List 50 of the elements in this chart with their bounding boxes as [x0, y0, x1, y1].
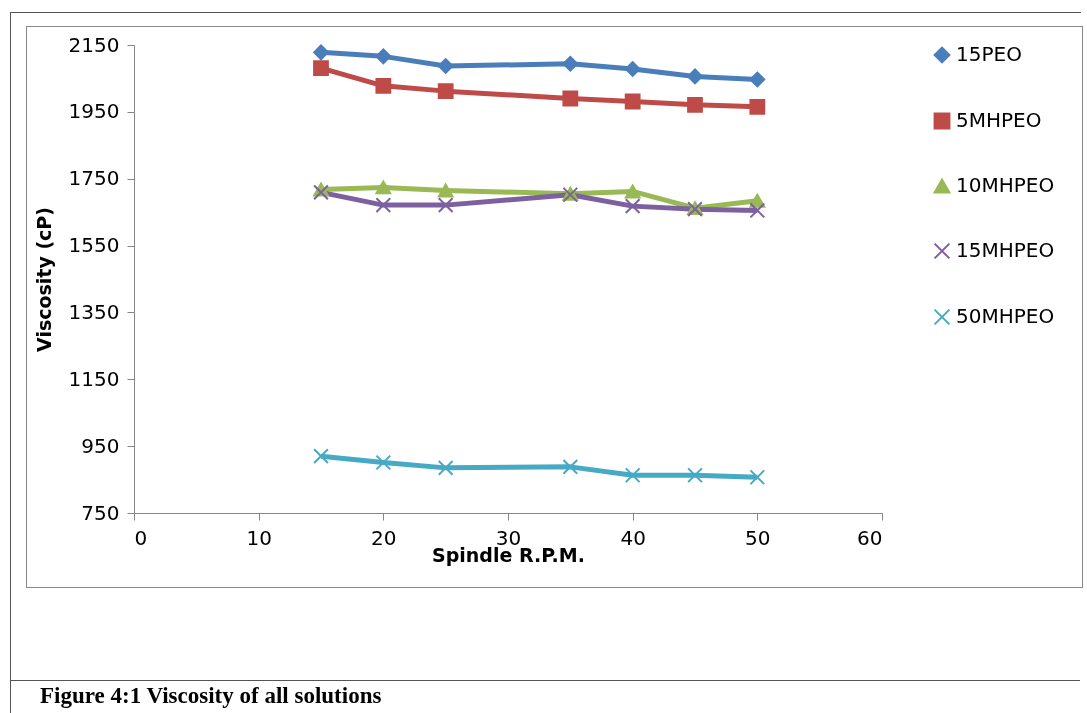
point — [375, 180, 392, 195]
point — [687, 96, 703, 113]
x-tick-label: 50 — [745, 525, 771, 550]
legend-label: 10MHPEO — [956, 173, 1055, 197]
point — [437, 58, 454, 74]
point — [749, 202, 766, 219]
point — [375, 454, 392, 471]
point — [624, 198, 641, 215]
point — [562, 90, 579, 107]
point — [562, 55, 579, 72]
caption: Figure 4:1 Viscosity of all solutions — [10, 680, 1080, 711]
point — [437, 183, 454, 198]
legend-label: 50MHPEO — [956, 304, 1055, 328]
legend-label: 5MHPEO — [956, 108, 1042, 132]
point — [687, 68, 703, 85]
legend-label: 15MHPEO — [956, 238, 1055, 262]
point — [375, 197, 392, 214]
point — [375, 77, 392, 94]
y-tick-label: 1150 — [68, 366, 120, 391]
y-tick-label: 1350 — [68, 299, 120, 324]
point — [624, 467, 641, 484]
point — [749, 98, 766, 115]
y-tick-label: 950 — [81, 433, 120, 458]
point — [624, 61, 641, 77]
point — [313, 448, 329, 465]
y-tick-label: 2150 — [68, 32, 120, 57]
point — [687, 467, 703, 484]
y-tick-label: 1750 — [68, 166, 120, 191]
y-tick-label: 1950 — [68, 99, 120, 124]
point — [313, 44, 329, 61]
point — [313, 60, 329, 76]
point — [749, 469, 766, 486]
x-tick-label: 10 — [246, 525, 272, 550]
point — [375, 48, 392, 65]
point — [437, 197, 454, 214]
y-tick-label: 750 — [81, 500, 120, 525]
legend-label: 15PEO — [956, 42, 1022, 66]
y-tick-label: 1550 — [68, 233, 120, 258]
x-tick-label: 20 — [371, 525, 397, 550]
x-tick-label: 60 — [857, 525, 883, 550]
point — [624, 184, 641, 199]
x-tick-label: 0 — [134, 525, 148, 550]
point — [437, 459, 454, 476]
point — [749, 71, 766, 88]
point — [437, 83, 454, 100]
y-axis-title: Viscosity (cP) — [32, 207, 55, 352]
point — [562, 458, 579, 475]
point — [624, 93, 641, 110]
point — [313, 184, 329, 201]
x-tick-label: 40 — [620, 525, 646, 550]
